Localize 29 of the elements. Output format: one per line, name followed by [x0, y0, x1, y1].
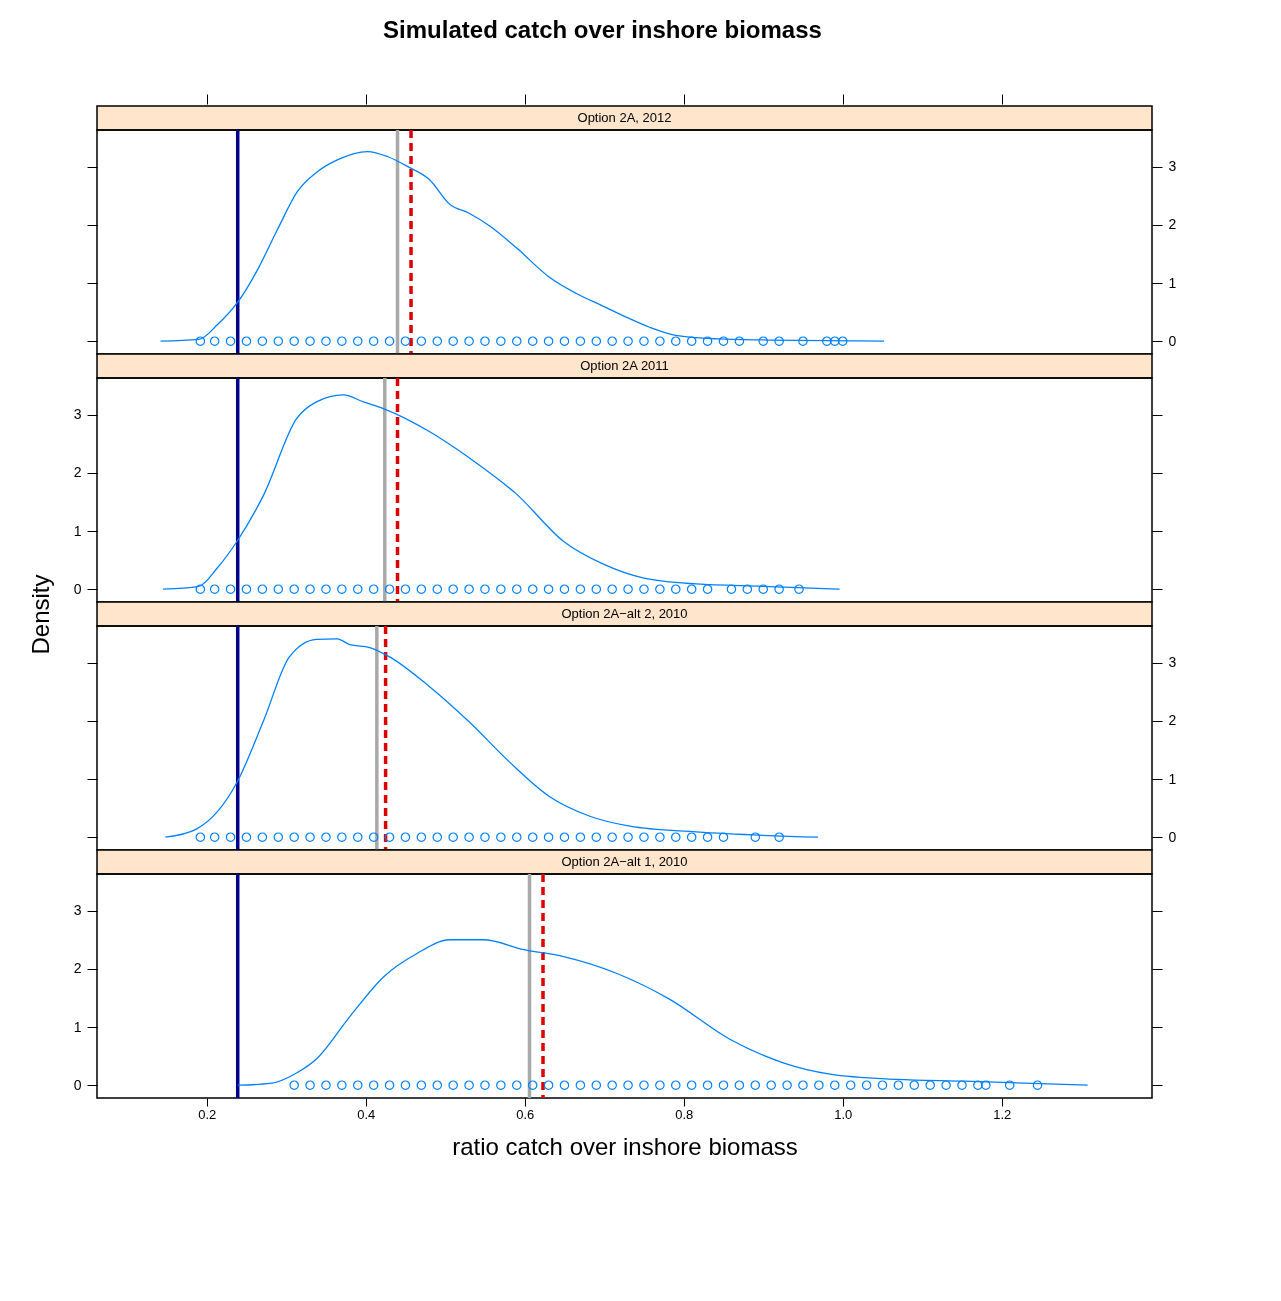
y-tick-label: 1	[1168, 770, 1177, 787]
x-tick-label: 0.4	[357, 1106, 376, 1122]
x-tick-label: 0.2	[198, 1106, 217, 1122]
chart-title: Simulated catch over inshore biomass	[383, 15, 822, 43]
y-tick-label: 2	[1168, 216, 1177, 233]
y-tick-label: 2	[73, 960, 82, 977]
y-tick-label: 0	[73, 580, 82, 597]
y-axis-title: Density	[26, 574, 54, 655]
x-tick-label: 0.6	[516, 1106, 535, 1122]
y-tick-label: 1	[1168, 274, 1177, 291]
y-tick-label: 1	[73, 522, 82, 539]
y-tick-label: 2	[73, 464, 82, 481]
x-tick-label: 1.0	[834, 1106, 853, 1122]
y-tick-label: 1	[73, 1018, 82, 1035]
chart-subtitle: Option 2A−alt 2, 2010	[561, 606, 688, 621]
y-tick-label: 3	[73, 902, 82, 919]
x-tick-label: 0.8	[675, 1106, 694, 1122]
y-tick-label: 3	[73, 406, 82, 423]
y-tick-label: 3	[1168, 158, 1177, 175]
y-tick-label: 2	[1168, 712, 1177, 729]
y-tick-label: 3	[1168, 654, 1177, 671]
x-tick-label: 1.2	[993, 1106, 1012, 1122]
x-axis-title: ratio catch over inshore biomass	[452, 1132, 798, 1160]
chart-subtitle: Option 2A−alt 1, 2010	[561, 854, 688, 869]
y-tick-label: 0	[1168, 828, 1177, 845]
y-tick-label: 0	[1168, 332, 1177, 349]
chart-subtitle: Option 2A, 2012	[577, 110, 672, 125]
y-tick-label: 0	[73, 1076, 82, 1093]
chart-subtitle: Option 2A 2011	[580, 358, 669, 373]
